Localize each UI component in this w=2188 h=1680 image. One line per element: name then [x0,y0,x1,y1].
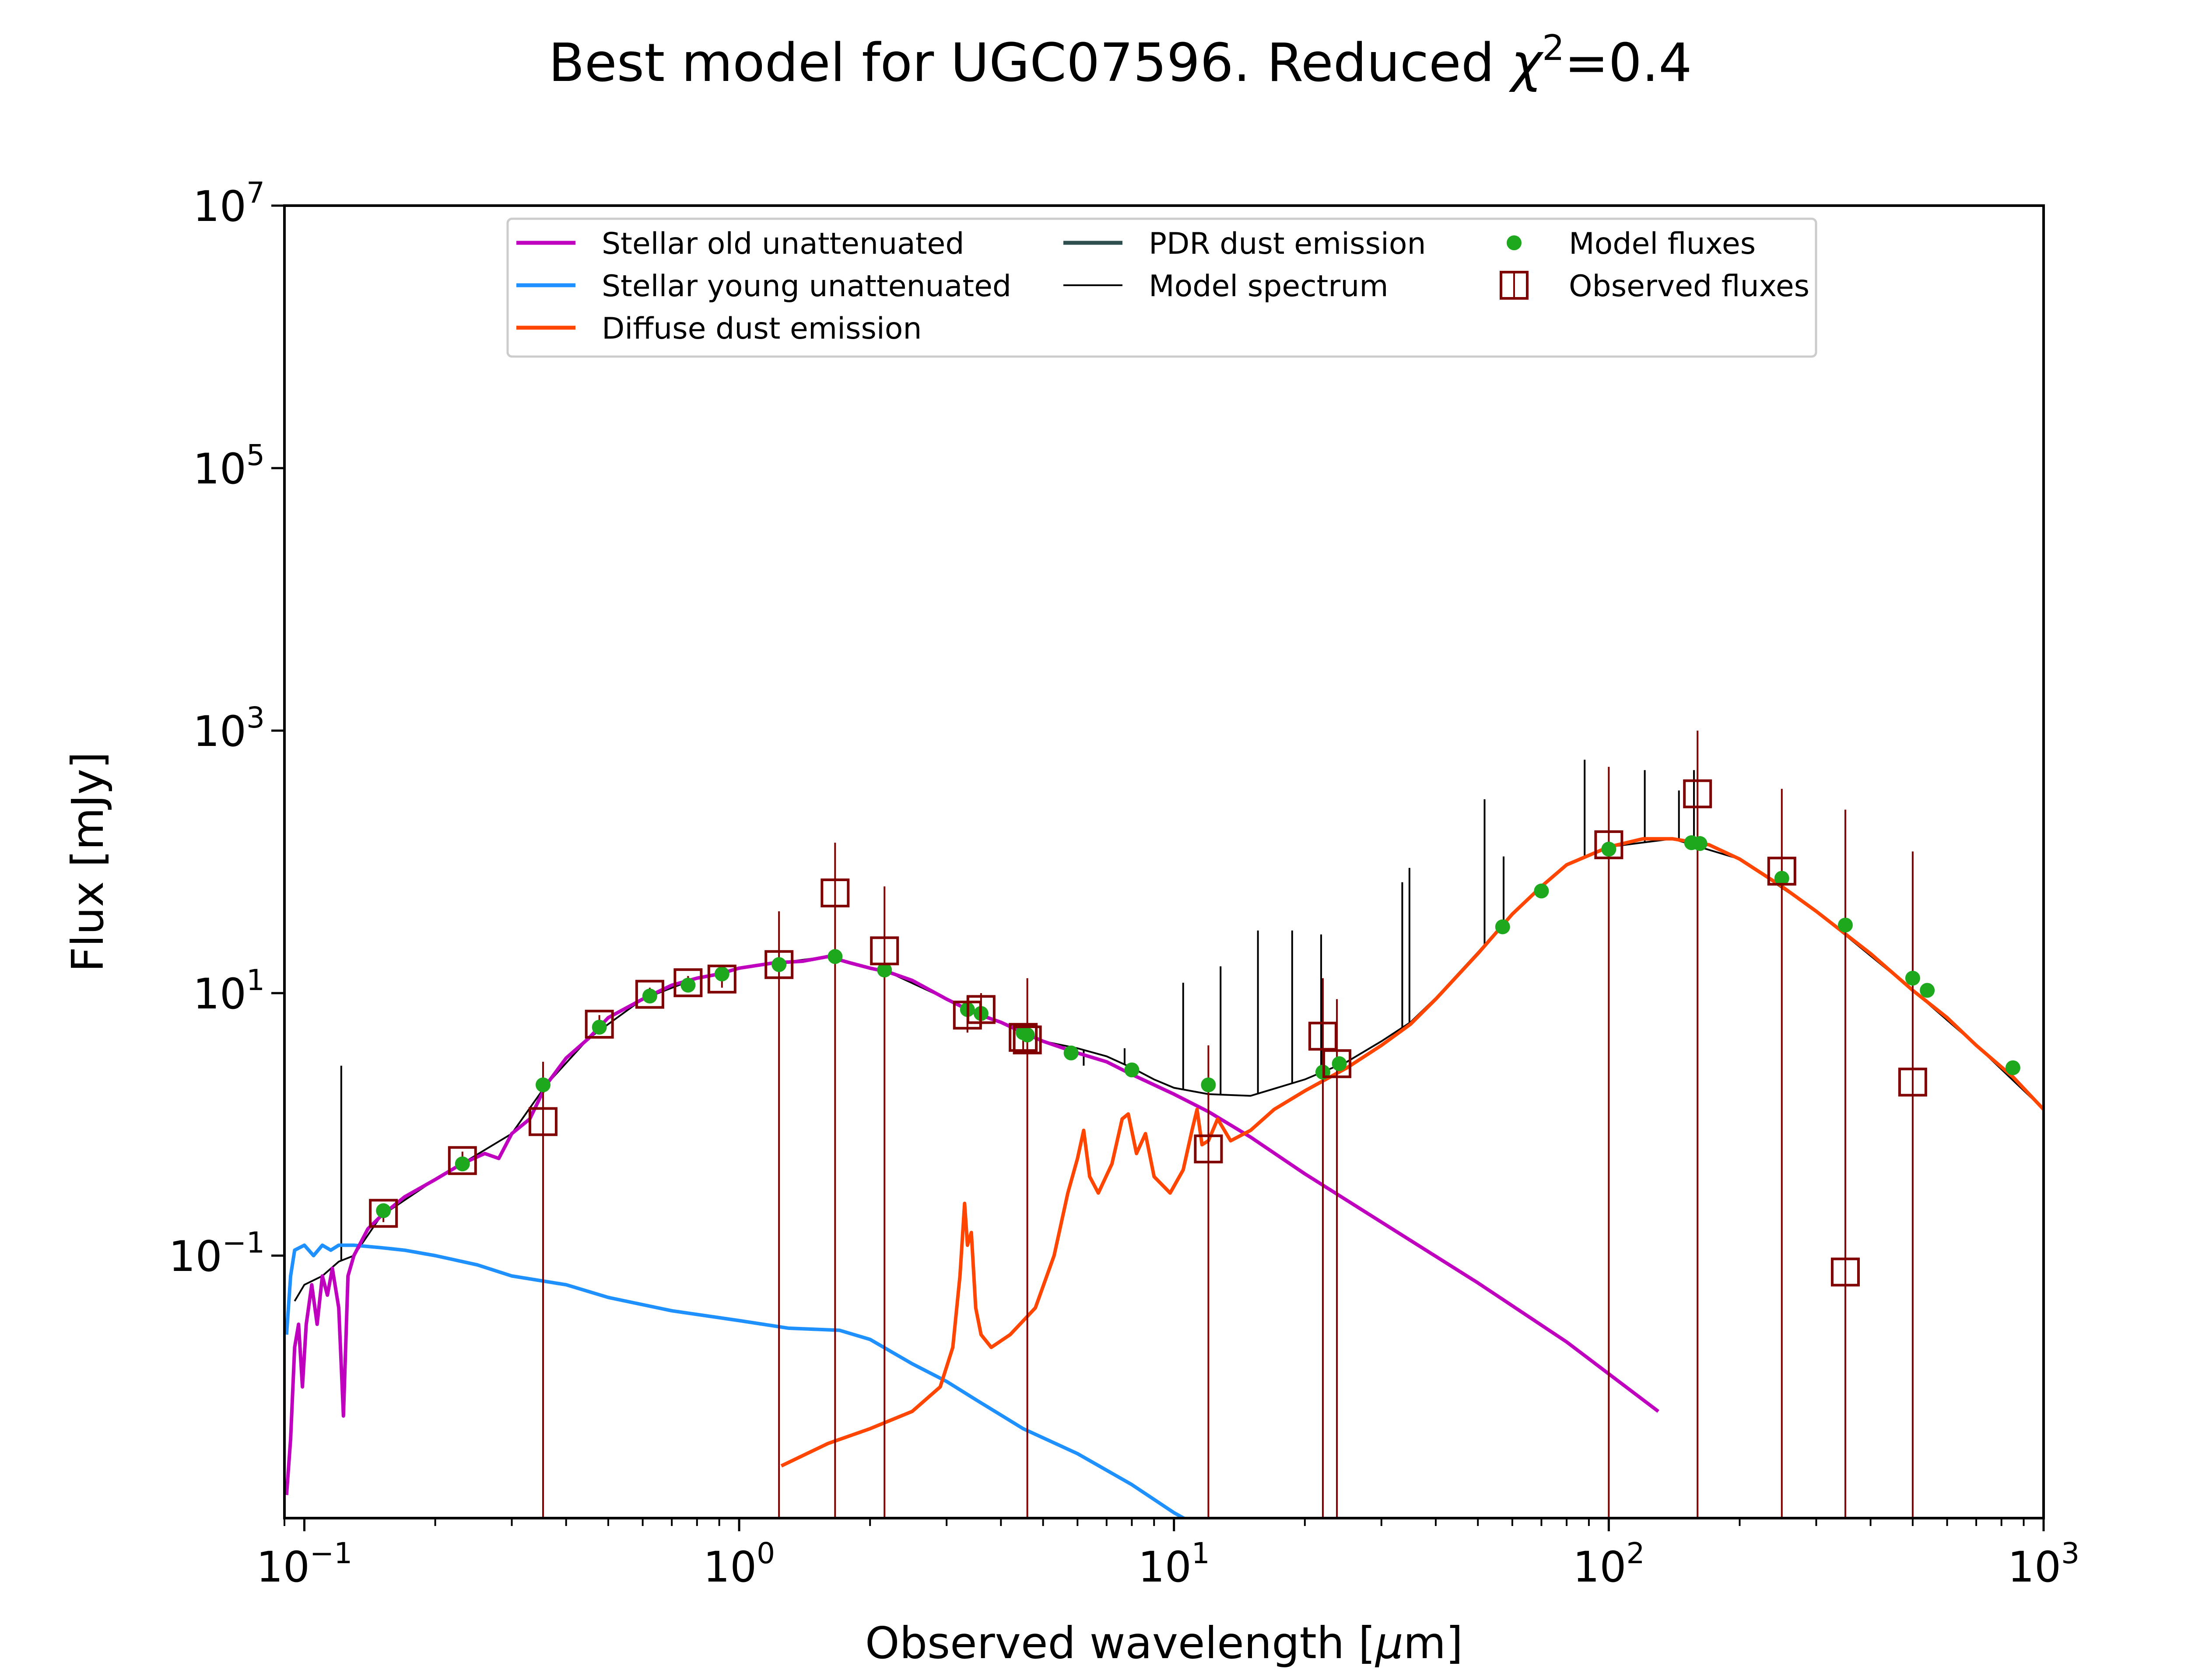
observed-flux-point [966,995,996,1024]
model-flux-point [771,957,787,972]
observed-flux-point [448,1146,477,1175]
model-flux-point [877,962,892,978]
observed-flux-point [1009,1023,1038,1052]
chart-title-tail: =0.4 [1564,33,1692,94]
axis-ticks: 10−1 100 101 102 103 10−1 101 103 105 107 [169,176,2080,1592]
chart-title-chi: χ [1508,33,1544,94]
observed-flux-point [1322,1049,1352,1078]
observed-flux-point [1194,1134,1223,1164]
model-flux-point [1495,919,1510,934]
chart-title-main: Best model for UGC07596. Reduced [549,33,1511,94]
observed-flux-point [1683,779,1712,808]
legend-label-diffuse-dust-emission: Diffuse dust emission [602,312,922,346]
observed-flux-point [764,950,794,979]
model-flux-point [376,1203,391,1218]
legend-marker-model-fluxes [1507,235,1522,250]
model-flux-point [1601,841,1616,857]
x-axis-label-mu: μ [1375,1617,1403,1669]
model-flux-point [1534,883,1549,899]
series-diffuse-dust-emission [780,837,2044,1468]
legend-box [506,217,1817,358]
observed-flux-point [1594,830,1623,859]
model-flux-point [714,966,729,982]
legend-label-model-fluxes: Model fluxes [1569,227,1756,261]
model-flux-point [1020,1027,1035,1043]
model-flux-point [1124,1062,1140,1078]
y-tick-label: 101 [193,963,265,1018]
data-markers [369,731,2020,1518]
model-flux-point [1774,871,1789,886]
model-flux-point [1692,836,1708,851]
y-tick-label: 107 [193,176,265,231]
legend-label-stellar-old-unattenuated: Stellar old unattenuated [602,227,964,261]
x-tick-label: 100 [703,1536,775,1592]
observed-flux-point [1767,857,1796,886]
plot-clip-group [284,760,2044,1518]
series-stellar-young-unattenuated [284,1243,1188,1518]
x-tick-label: 103 [2008,1536,2079,1592]
observed-flux-point [673,968,703,998]
plot-area [284,760,2044,1518]
model-flux-point [455,1156,470,1172]
observed-flux-point [820,878,850,907]
chart-title-sup: 2 [1542,28,1564,68]
model-flux-point [1837,917,1853,933]
x-tick-label: 10−1 [256,1536,352,1592]
x-axis-label-main: Observed wavelength [ [865,1617,1375,1669]
observed-flux-point [1013,1025,1042,1054]
observed-flux-point [585,1009,614,1039]
x-tick-label: 101 [1138,1536,1210,1592]
model-flux-point [828,949,843,964]
legend-label-pdr-dust-emission: PDR dust emission [1149,227,1426,261]
observed-flux-point [635,980,664,1009]
legend-label-model-spectrum: Model spectrum [1149,269,1389,304]
observed-flux-point [1830,1257,1860,1287]
observed-flux-point [870,936,899,966]
observed-flux-point [1898,1068,1927,1097]
model-flux-point [1920,983,1935,998]
y-tick-label: 105 [193,438,265,494]
y-tick-label: 103 [193,701,265,756]
model-flux-point [680,977,696,993]
model-flux-point [1063,1045,1079,1060]
model-flux-point [2005,1060,2020,1075]
observed-flux-point [528,1107,558,1136]
observed-flux-point [707,964,736,994]
x-axis-label: Observed wavelength [μm] [865,1617,1463,1669]
legend-label-observed-fluxes: Observed fluxes [1569,269,1809,304]
x-axis-label-unit: m] [1403,1617,1463,1669]
series-stellar-old-unattenuated [284,955,1660,1495]
legend-label-stellar-young-unattenuated: Stellar young unattenuated [602,269,1011,304]
legend: Stellar old unattenuated Stellar young un… [506,217,1817,358]
model-flux-point [642,988,657,1004]
model-flux-point [535,1077,551,1092]
y-axis-label: Flux [mJy] [62,752,113,972]
model-flux-point [1905,970,1920,986]
model-flux-point [1332,1056,1347,1071]
model-flux-point [592,1019,607,1035]
y-tick-label: 10−1 [169,1226,265,1281]
chart-title: Best model for UGC07596. Reduced χ2=0.4 [549,28,1692,94]
plot-frame [283,204,2045,1519]
model-flux-point [1201,1077,1216,1092]
observed-flux-point [369,1199,398,1228]
x-tick-label: 102 [1573,1536,1645,1592]
